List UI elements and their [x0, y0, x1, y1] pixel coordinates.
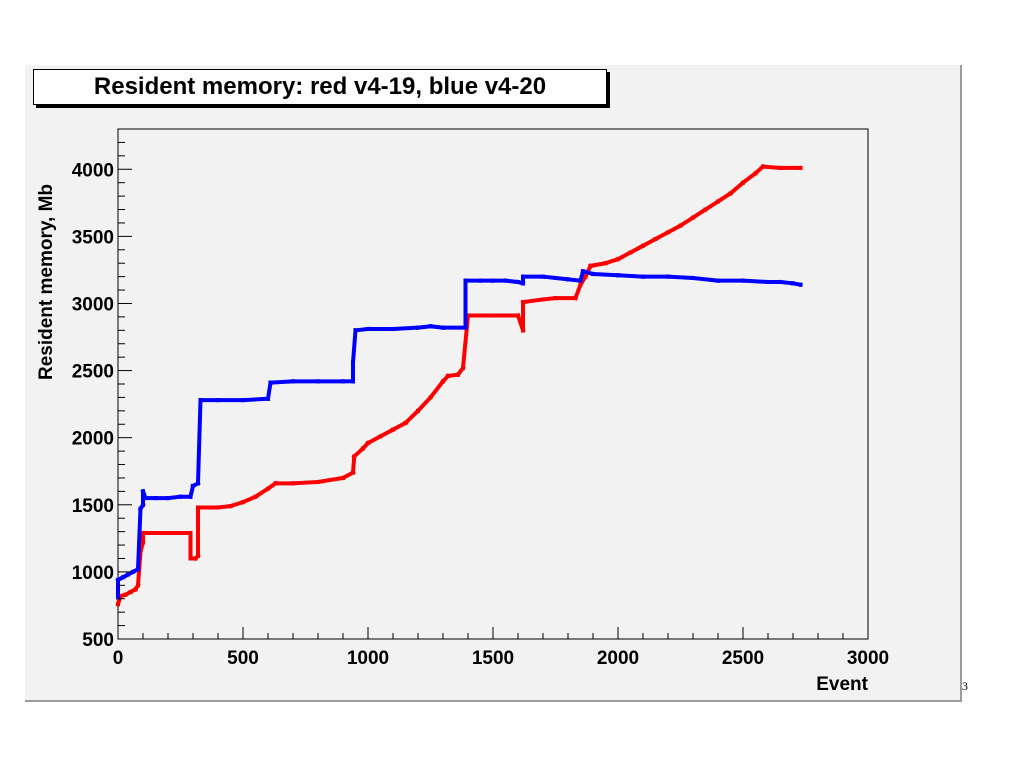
- series-2-trail: [265, 380, 273, 402]
- series-1-trail: [615, 249, 634, 262]
- series-1-trail: [677, 214, 696, 229]
- series-2-trail: [428, 324, 446, 330]
- series-1-trail: [377, 426, 396, 440]
- series-1-trail: [652, 229, 671, 242]
- series-1-trail: [365, 433, 384, 446]
- series-2-trail: [740, 278, 771, 285]
- x-tick-label: 0: [113, 648, 124, 669]
- plot-frame: [117, 128, 869, 640]
- series-2-trail: [135, 506, 143, 572]
- series-2-trail: [778, 279, 796, 286]
- series-1-trail: [627, 243, 646, 256]
- series-1-trail: [215, 503, 233, 510]
- series-1-trail: [290, 479, 321, 486]
- y-tick-label: 2000: [72, 429, 114, 450]
- series-2-trail: [503, 278, 521, 285]
- series-1-trail: [602, 256, 621, 266]
- series-1-trail: [540, 295, 558, 302]
- x-tick-label: 1000: [347, 648, 389, 669]
- y-axis-title: Resident memory, Mb: [36, 184, 57, 380]
- series-1-trail: [315, 475, 346, 485]
- series-1-trail: [588, 260, 608, 269]
- chart-axes: 0 500 1000 1500 2000 2500 30005001000150020002…: [72, 128, 889, 669]
- y-tick-label: 500: [82, 630, 114, 651]
- series-2-trail: [268, 379, 296, 385]
- series-1-trail: [702, 198, 721, 213]
- series-1-trail: [402, 408, 421, 426]
- series-1-trail: [427, 378, 446, 401]
- chart-marks: [115, 163, 803, 607]
- series-1-trail: [760, 164, 783, 171]
- series-1-trail: [727, 179, 746, 197]
- series-2-trail: [390, 325, 421, 332]
- series-2-trail: [590, 271, 621, 278]
- series-2-trail: [665, 274, 696, 281]
- x-tick-label: 2500: [722, 648, 764, 669]
- series-1-trail: [665, 222, 684, 236]
- series-1-trail: [640, 236, 659, 249]
- series-1-trail: [690, 206, 709, 221]
- series-2-trail: [415, 324, 433, 330]
- page-number: 3: [962, 679, 968, 693]
- y-tick-label: 3500: [72, 227, 114, 248]
- x-axis-title: Event: [816, 674, 868, 695]
- y-tick-label: 3000: [72, 294, 114, 315]
- series-2-trail: [240, 396, 271, 403]
- series-2-trail: [540, 274, 558, 281]
- series-2-trail: [350, 328, 358, 365]
- y-tick-label: 1000: [72, 563, 114, 584]
- x-tick-label: 2000: [597, 648, 639, 669]
- series-1-trail: [415, 394, 434, 414]
- series-2-trail: [615, 273, 646, 279]
- y-tick-label: 2500: [72, 362, 114, 383]
- series-2-trail: [553, 275, 571, 282]
- x-tick-label: 1500: [472, 648, 514, 669]
- series-2-trail: [195, 398, 203, 486]
- series-1-trail: [715, 190, 734, 205]
- series-1-trail: [252, 485, 271, 500]
- series-1-point: [798, 165, 803, 170]
- y-tick-label: 1500: [72, 496, 114, 517]
- series-2-trail: [353, 326, 371, 333]
- series-1-trail: [572, 282, 584, 301]
- series-2-trail: [565, 277, 583, 283]
- series-2-trail: [690, 275, 721, 283]
- series-2-trail: [165, 494, 183, 501]
- series-1-trail: [520, 297, 546, 305]
- x-tick-label: 500: [227, 648, 259, 669]
- chart-title: Resident memory: red v4-19, blue v4-20: [33, 69, 607, 105]
- series-1-trail: [227, 499, 246, 509]
- series-1-trail: [240, 494, 259, 505]
- y-tick-label: 4000: [72, 160, 114, 181]
- series-1-trail: [390, 420, 409, 433]
- plot-canvas: [25, 65, 962, 702]
- series-1-trail: [740, 170, 759, 186]
- x-tick-label: 3000: [847, 648, 889, 669]
- series-2-point: [798, 282, 803, 287]
